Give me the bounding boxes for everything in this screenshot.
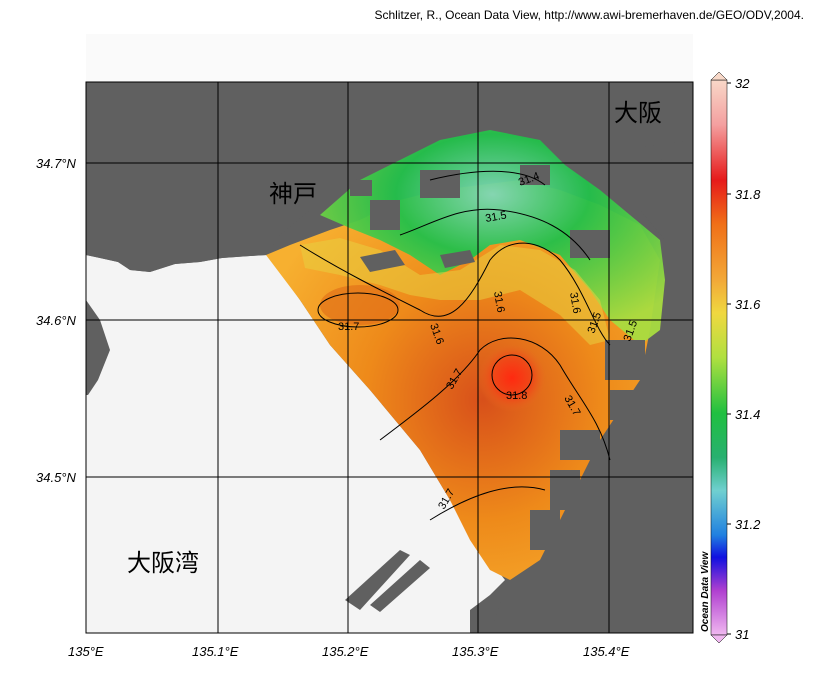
lat-tick: 34.5°N [36,470,76,485]
colorbar-tick: 31.2 [735,517,761,532]
colorbar-title: Ocean Data View [700,551,711,632]
colorbar [710,79,728,636]
graticule [86,82,693,633]
lon-tick: 135°E [68,644,104,659]
colorbar-tick: 31 [735,627,750,642]
nodata-sea [86,255,505,633]
lat-tick: 34.6°N [36,313,76,328]
contour-label: 31.6 [567,291,583,314]
salinity-max [478,344,546,412]
colorbar-tick: 31.6 [735,297,761,312]
lon-tick: 135.3°E [452,644,499,659]
colorbar-tick: 32 [735,76,750,91]
lon-tick: 135.1°E [192,644,239,659]
low-salinity-region [320,130,665,345]
contour-label: 31.7 [338,321,359,333]
lat-tick: 34.7°N [36,156,76,171]
credit-text: Schlitzer, R., Ocean Data View, http://w… [374,8,804,22]
coastal-structures [345,165,645,612]
contour-label: 31.6 [491,290,507,313]
place-osaka-bay: 大阪湾 [127,549,199,577]
contour-lines [299,170,611,521]
place-osaka: 大阪 [614,99,662,127]
place-kobe: 神戸 [269,180,317,208]
lon-tick: 135.4°E [583,644,630,659]
contour-label: 31.8 [506,390,527,402]
contour-label: 31.5 [484,209,507,225]
lon-tick: 135.2°E [322,644,369,659]
colorbar-tick: 31.8 [735,187,761,202]
colorbar-tick: 31.4 [735,407,761,422]
